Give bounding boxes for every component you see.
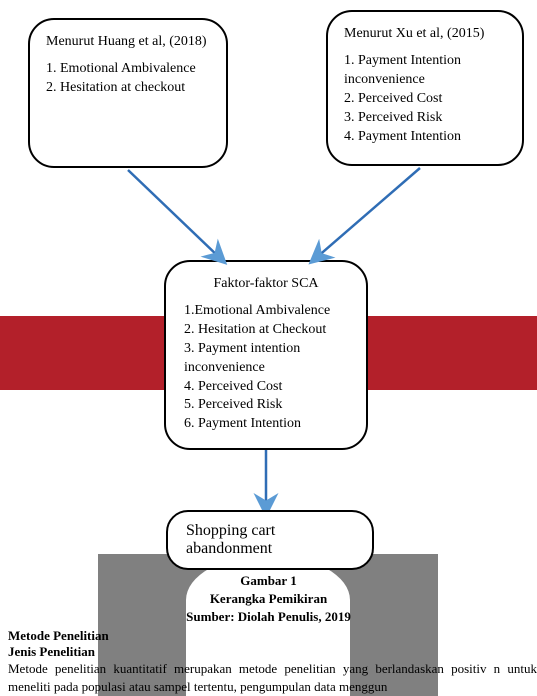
body-paragraph: Metode penelitian kuantitatif merupakan … [8, 660, 537, 696]
figure-caption: Gambar 1 Kerangka Pemikiran Sumber: Diol… [0, 572, 537, 627]
heading-jenis: Jenis Penelitian [8, 644, 95, 660]
caption-line: Sumber: Diolah Penulis, 2019 [0, 608, 537, 626]
caption-line: Kerangka Pemikiran [0, 590, 537, 608]
box-shopping-cart-abandonment: Shopping cart abandonment [166, 510, 374, 570]
caption-line: Gambar 1 [0, 572, 537, 590]
heading-metode: Metode Penelitian [8, 628, 109, 644]
box-shopping-label: Shopping cart abandonment [186, 522, 275, 557]
